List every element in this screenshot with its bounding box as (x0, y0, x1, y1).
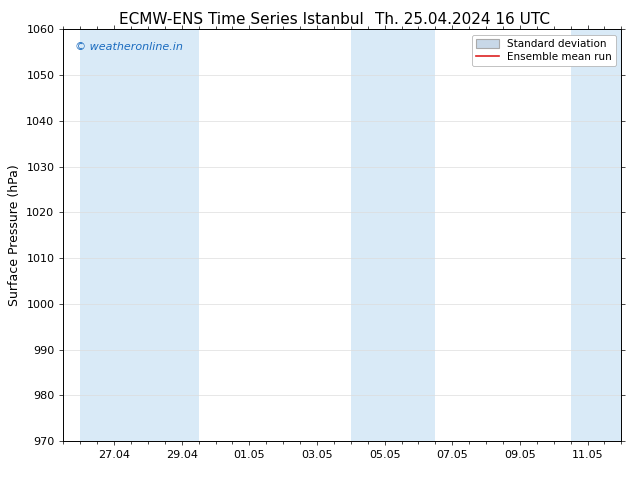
Y-axis label: Surface Pressure (hPa): Surface Pressure (hPa) (8, 164, 21, 306)
Text: © weatheronline.in: © weatheronline.in (75, 42, 183, 52)
Bar (351, 29, 436, 441)
Text: Th. 25.04.2024 16 UTC: Th. 25.04.2024 16 UTC (375, 12, 550, 27)
Bar (81, 29, 198, 441)
Text: ECMW-ENS Time Series Istanbul: ECMW-ENS Time Series Istanbul (119, 12, 363, 27)
Legend: Standard deviation, Ensemble mean run: Standard deviation, Ensemble mean run (472, 35, 616, 66)
Bar (571, 29, 621, 441)
